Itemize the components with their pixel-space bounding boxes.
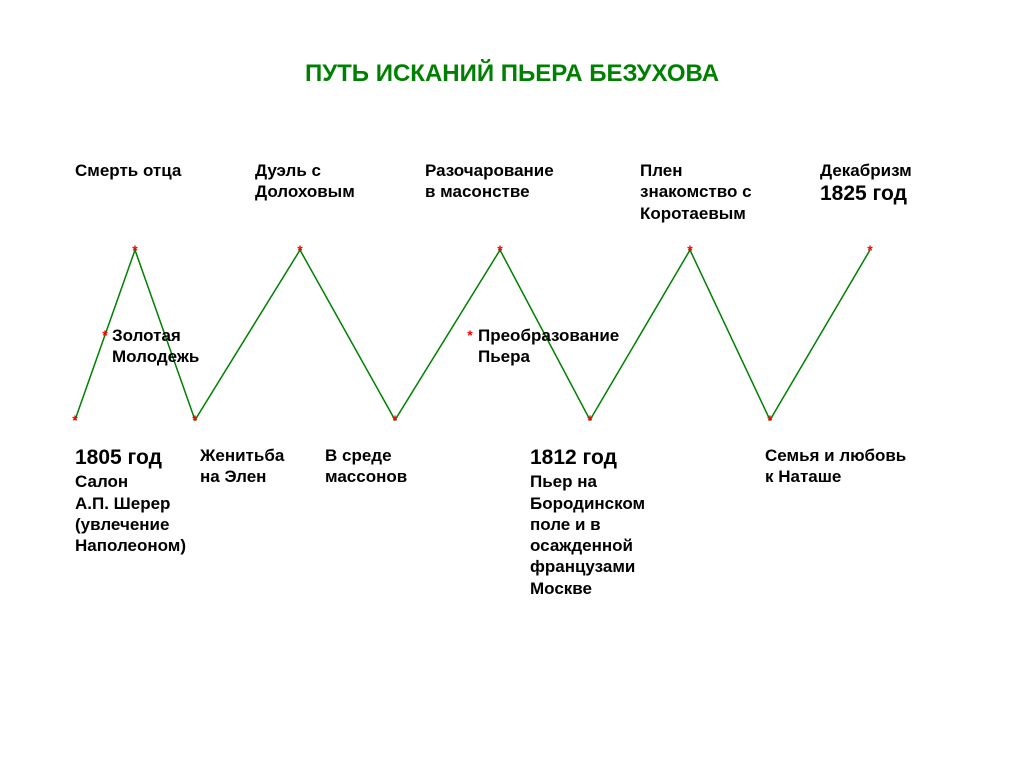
vertex-asterisk: * <box>132 242 138 258</box>
vertex-asterisk: * <box>497 242 503 258</box>
top-label-2: Дуэль сДолоховым <box>255 160 355 203</box>
top-label-5: Декабризм 1825 год <box>820 160 912 208</box>
vertex-asterisk: * <box>587 412 593 428</box>
zigzag-svg: * * * * * * * * * * * * <box>0 0 1024 768</box>
bottom-label-4: 1812 год Пьер наБородинскомполе и восажд… <box>530 445 645 599</box>
bottom-label-1: 1805 год СалонА.П. Шерер(увлечениеНаполе… <box>75 445 186 556</box>
mid-label-1: ЗолотаяМолодежь <box>112 325 199 368</box>
vertex-asterisk: * <box>687 242 693 258</box>
mid-asterisk: * <box>102 327 108 343</box>
bottom-label-4-text: Пьер наБородинскомполе и восажденнойфран… <box>530 472 645 597</box>
mid-label-2: ПреобразованиеПьера <box>478 325 619 368</box>
vertex-asterisk: * <box>192 412 198 428</box>
top-label-1: Смерть отца <box>75 160 181 181</box>
vertex-asterisk: * <box>392 412 398 428</box>
vertex-asterisk: * <box>767 412 773 428</box>
vertex-asterisk: * <box>867 242 873 258</box>
top-label-5-year: 1825 год <box>820 182 907 205</box>
vertex-asterisk: * <box>297 242 303 258</box>
bottom-label-3: В средемассонов <box>325 445 407 488</box>
bottom-label-2: Женитьбана Элен <box>200 445 284 488</box>
vertex-asterisk: * <box>72 412 78 428</box>
bottom-label-1-text: СалонА.П. Шерер(увлечениеНаполеоном) <box>75 472 186 555</box>
diagram-container: ПУТЬ ИСКАНИЙ ПЬЕРА БЕЗУХОВА ********** *… <box>0 0 1024 768</box>
bottom-label-4-year: 1812 год <box>530 446 617 469</box>
top-label-4: Плензнакомство сКоротаевым <box>640 160 752 224</box>
mid-asterisk: * <box>467 327 473 343</box>
bottom-label-1-year: 1805 год <box>75 446 162 469</box>
top-label-5-text: Декабризм <box>820 161 912 180</box>
top-label-3: Разочарованиев масонстве <box>425 160 554 203</box>
bottom-label-5: Семья и любовьк Наташе <box>765 445 906 488</box>
